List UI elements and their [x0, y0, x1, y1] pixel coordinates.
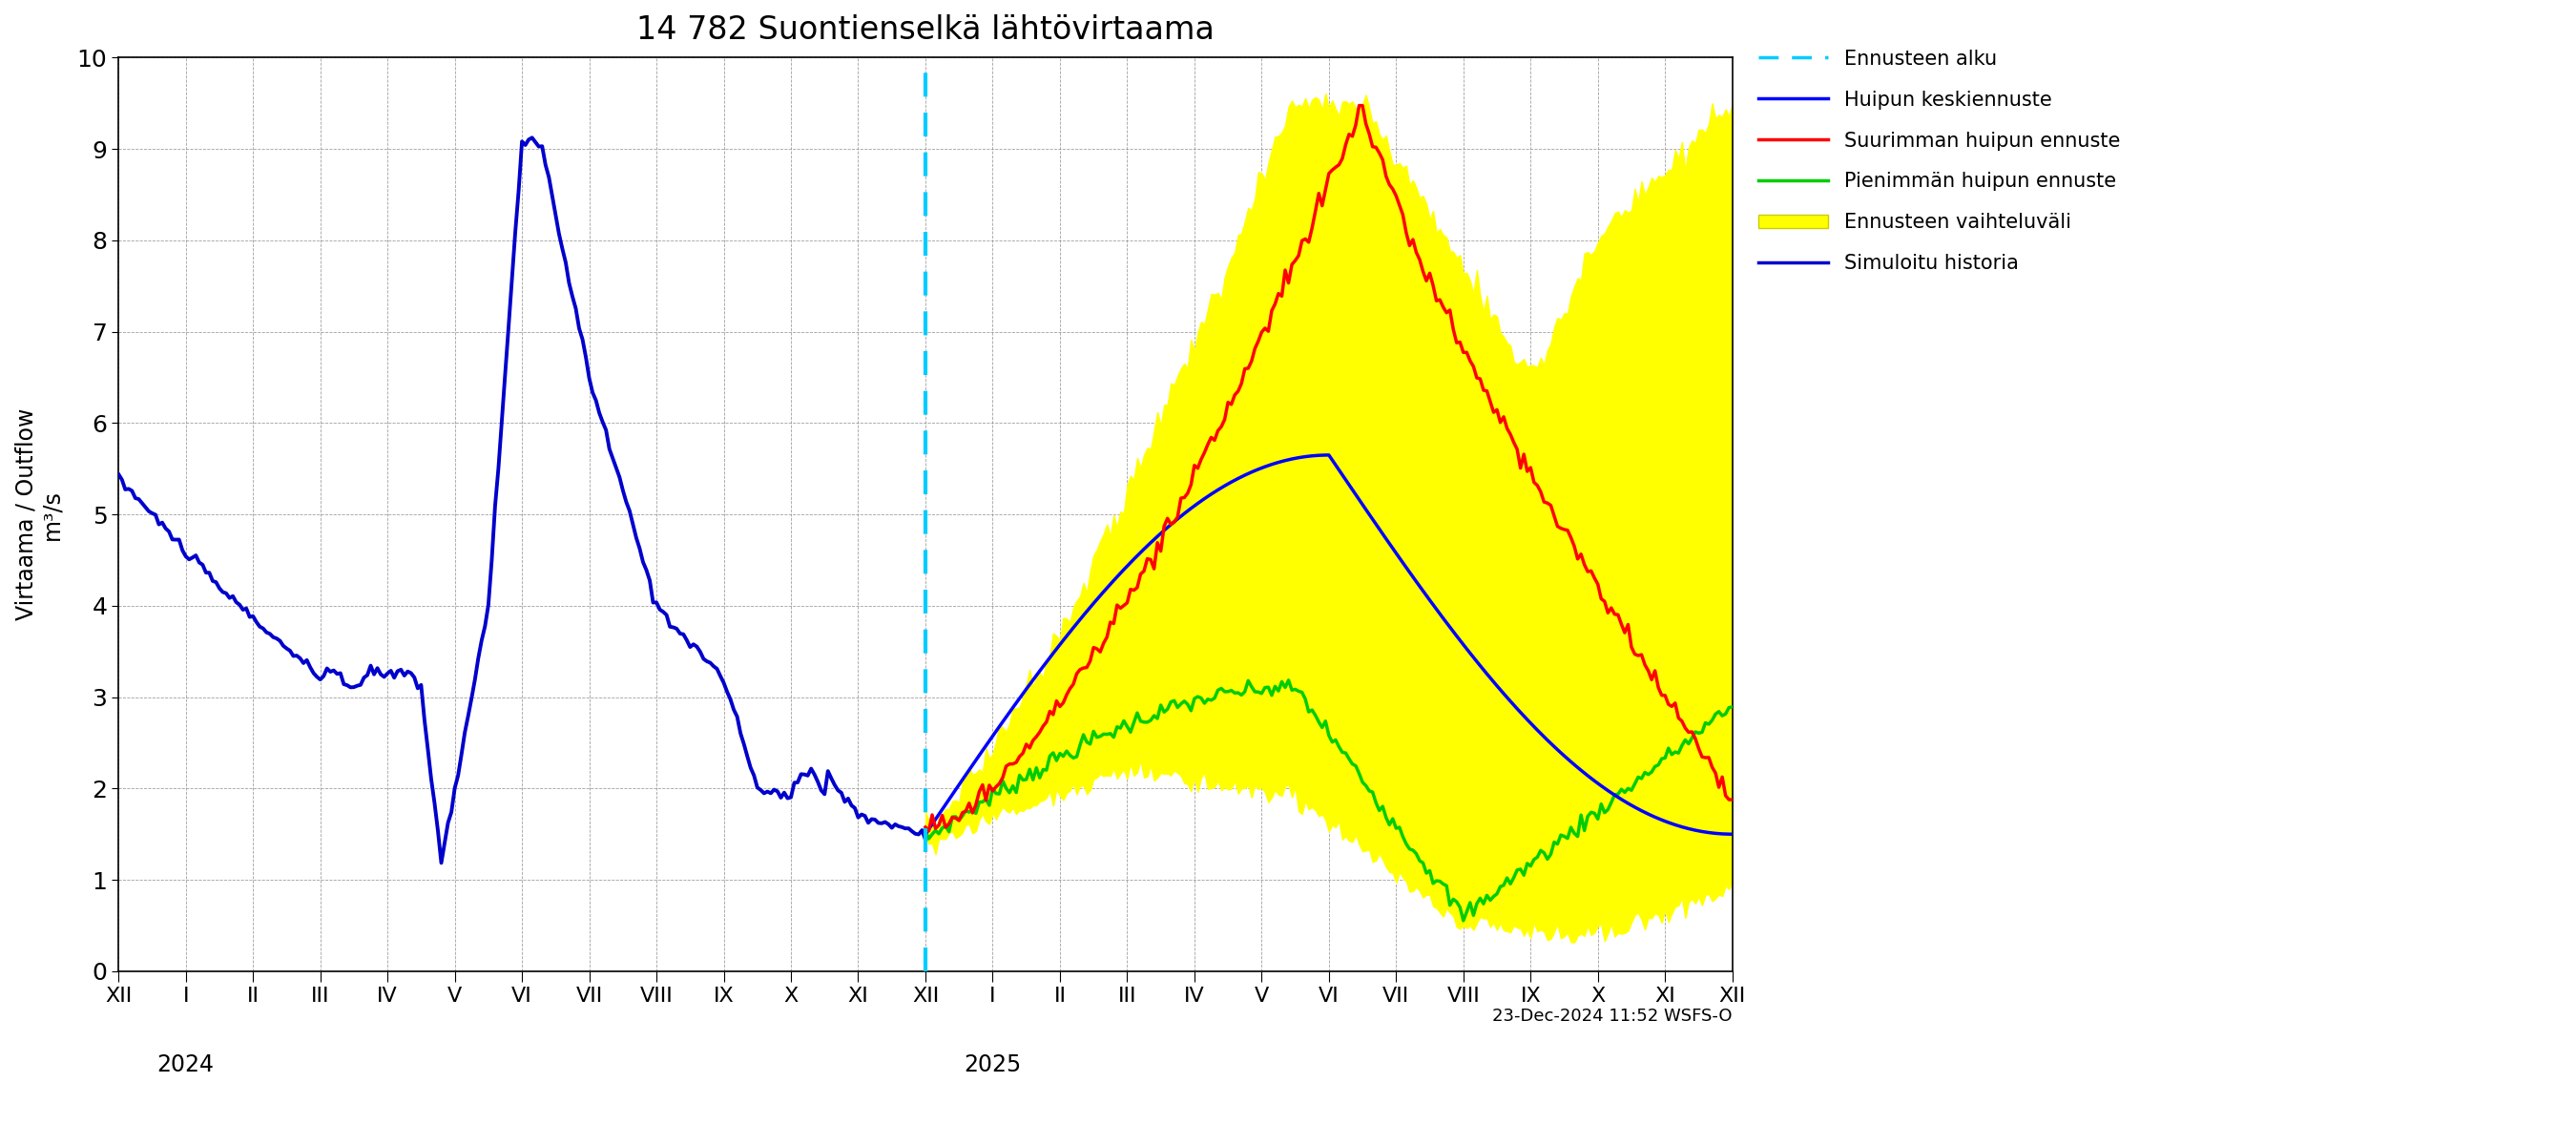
Title: 14 782 Suontienselkä lähtövirtaama: 14 782 Suontienselkä lähtövirtaama — [636, 14, 1213, 46]
Legend: Ennusteen alku, Huipun keskiennuste, Suurimman huipun ennuste, Pienimmän huipun : Ennusteen alku, Huipun keskiennuste, Suu… — [1759, 49, 2120, 274]
Text: 2024: 2024 — [157, 1053, 214, 1076]
Text: 23-Dec-2024 11:52 WSFS-O: 23-Dec-2024 11:52 WSFS-O — [1492, 1008, 1731, 1025]
Text: 2025: 2025 — [963, 1053, 1023, 1076]
Y-axis label: Virtaama / Outflow
m³/s: Virtaama / Outflow m³/s — [15, 409, 64, 621]
